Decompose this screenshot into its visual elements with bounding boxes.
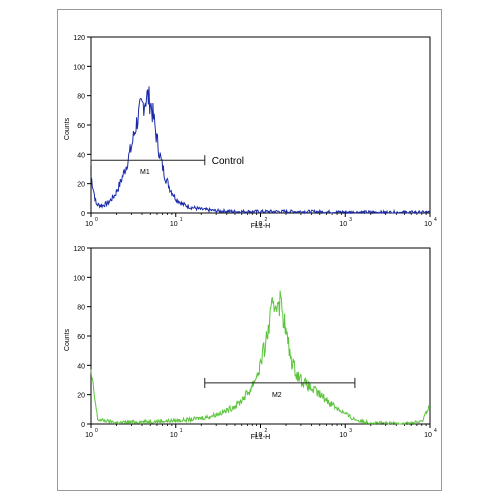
top-y-tick-label: 20 (77, 182, 85, 189)
top-y-axis-title: Counts (64, 117, 71, 140)
bottom-plot-area (90, 247, 431, 425)
top-gate-label: M1 (140, 169, 150, 176)
top-x-tick-label: 10 (339, 221, 347, 228)
top-x-tick-label: 10 (424, 221, 432, 228)
bottom-y-tick-label: 100 (73, 275, 85, 282)
bottom-x-tick-exponent: 4 (434, 428, 437, 434)
bottom-gate-label: M2 (272, 392, 282, 399)
bottom-x-tick-label: 10 (170, 432, 178, 439)
bottom-y-tick-label: 40 (77, 363, 85, 370)
bottom-x-tick-label: 10 (85, 432, 93, 439)
top-control-annotation: Control (212, 156, 244, 167)
top-x-tick-label: 10 (170, 221, 178, 228)
bottom-x-axis-title: FL1-H (251, 434, 270, 441)
bottom-y-tick-label: 120 (73, 246, 85, 253)
bottom-x-tick-exponent: 3 (349, 428, 352, 434)
bottom-x-tick-label: 10 (255, 432, 263, 439)
top-y-tick-label: 120 (73, 35, 85, 42)
top-histogram-panel: 020406080100120100101102103104FL1-HCount… (64, 35, 437, 230)
bottom-y-tick-label: 20 (77, 393, 85, 400)
top-y-tick-label: 80 (77, 94, 85, 101)
bottom-x-tick-exponent: 2 (265, 428, 268, 434)
top-x-tick-exponent: 0 (95, 217, 98, 223)
bottom-x-tick-label: 10 (339, 432, 347, 439)
bottom-y-tick-label: 60 (77, 334, 85, 341)
top-x-tick-label: 10 (255, 221, 263, 228)
bottom-x-tick-exponent: 1 (180, 428, 183, 434)
top-y-tick-label: 60 (77, 123, 85, 130)
bottom-histogram-line (90, 290, 431, 426)
bottom-y-axis-title: Counts (64, 328, 71, 351)
top-x-tick-exponent: 4 (434, 217, 437, 223)
top-x-tick-label: 10 (85, 221, 93, 228)
top-y-tick-label: 100 (73, 64, 85, 71)
top-plot-area (90, 36, 431, 214)
bottom-x-tick-label: 10 (424, 432, 432, 439)
top-x-axis-title: FL1-H (251, 223, 270, 230)
bottom-y-tick-label: 80 (77, 305, 85, 312)
top-x-tick-exponent: 1 (180, 217, 183, 223)
bottom-y-tick-label: 0 (81, 422, 85, 429)
figure-frame (57, 9, 442, 491)
top-x-tick-exponent: 2 (265, 217, 268, 223)
top-x-tick-exponent: 3 (349, 217, 352, 223)
bottom-x-tick-exponent: 0 (95, 428, 98, 434)
top-y-tick-label: 40 (77, 152, 85, 159)
top-histogram-line (90, 86, 431, 215)
top-y-tick-label: 0 (81, 211, 85, 218)
bottom-histogram-panel: 020406080100120100101102103104FL1-HCount… (64, 246, 437, 441)
